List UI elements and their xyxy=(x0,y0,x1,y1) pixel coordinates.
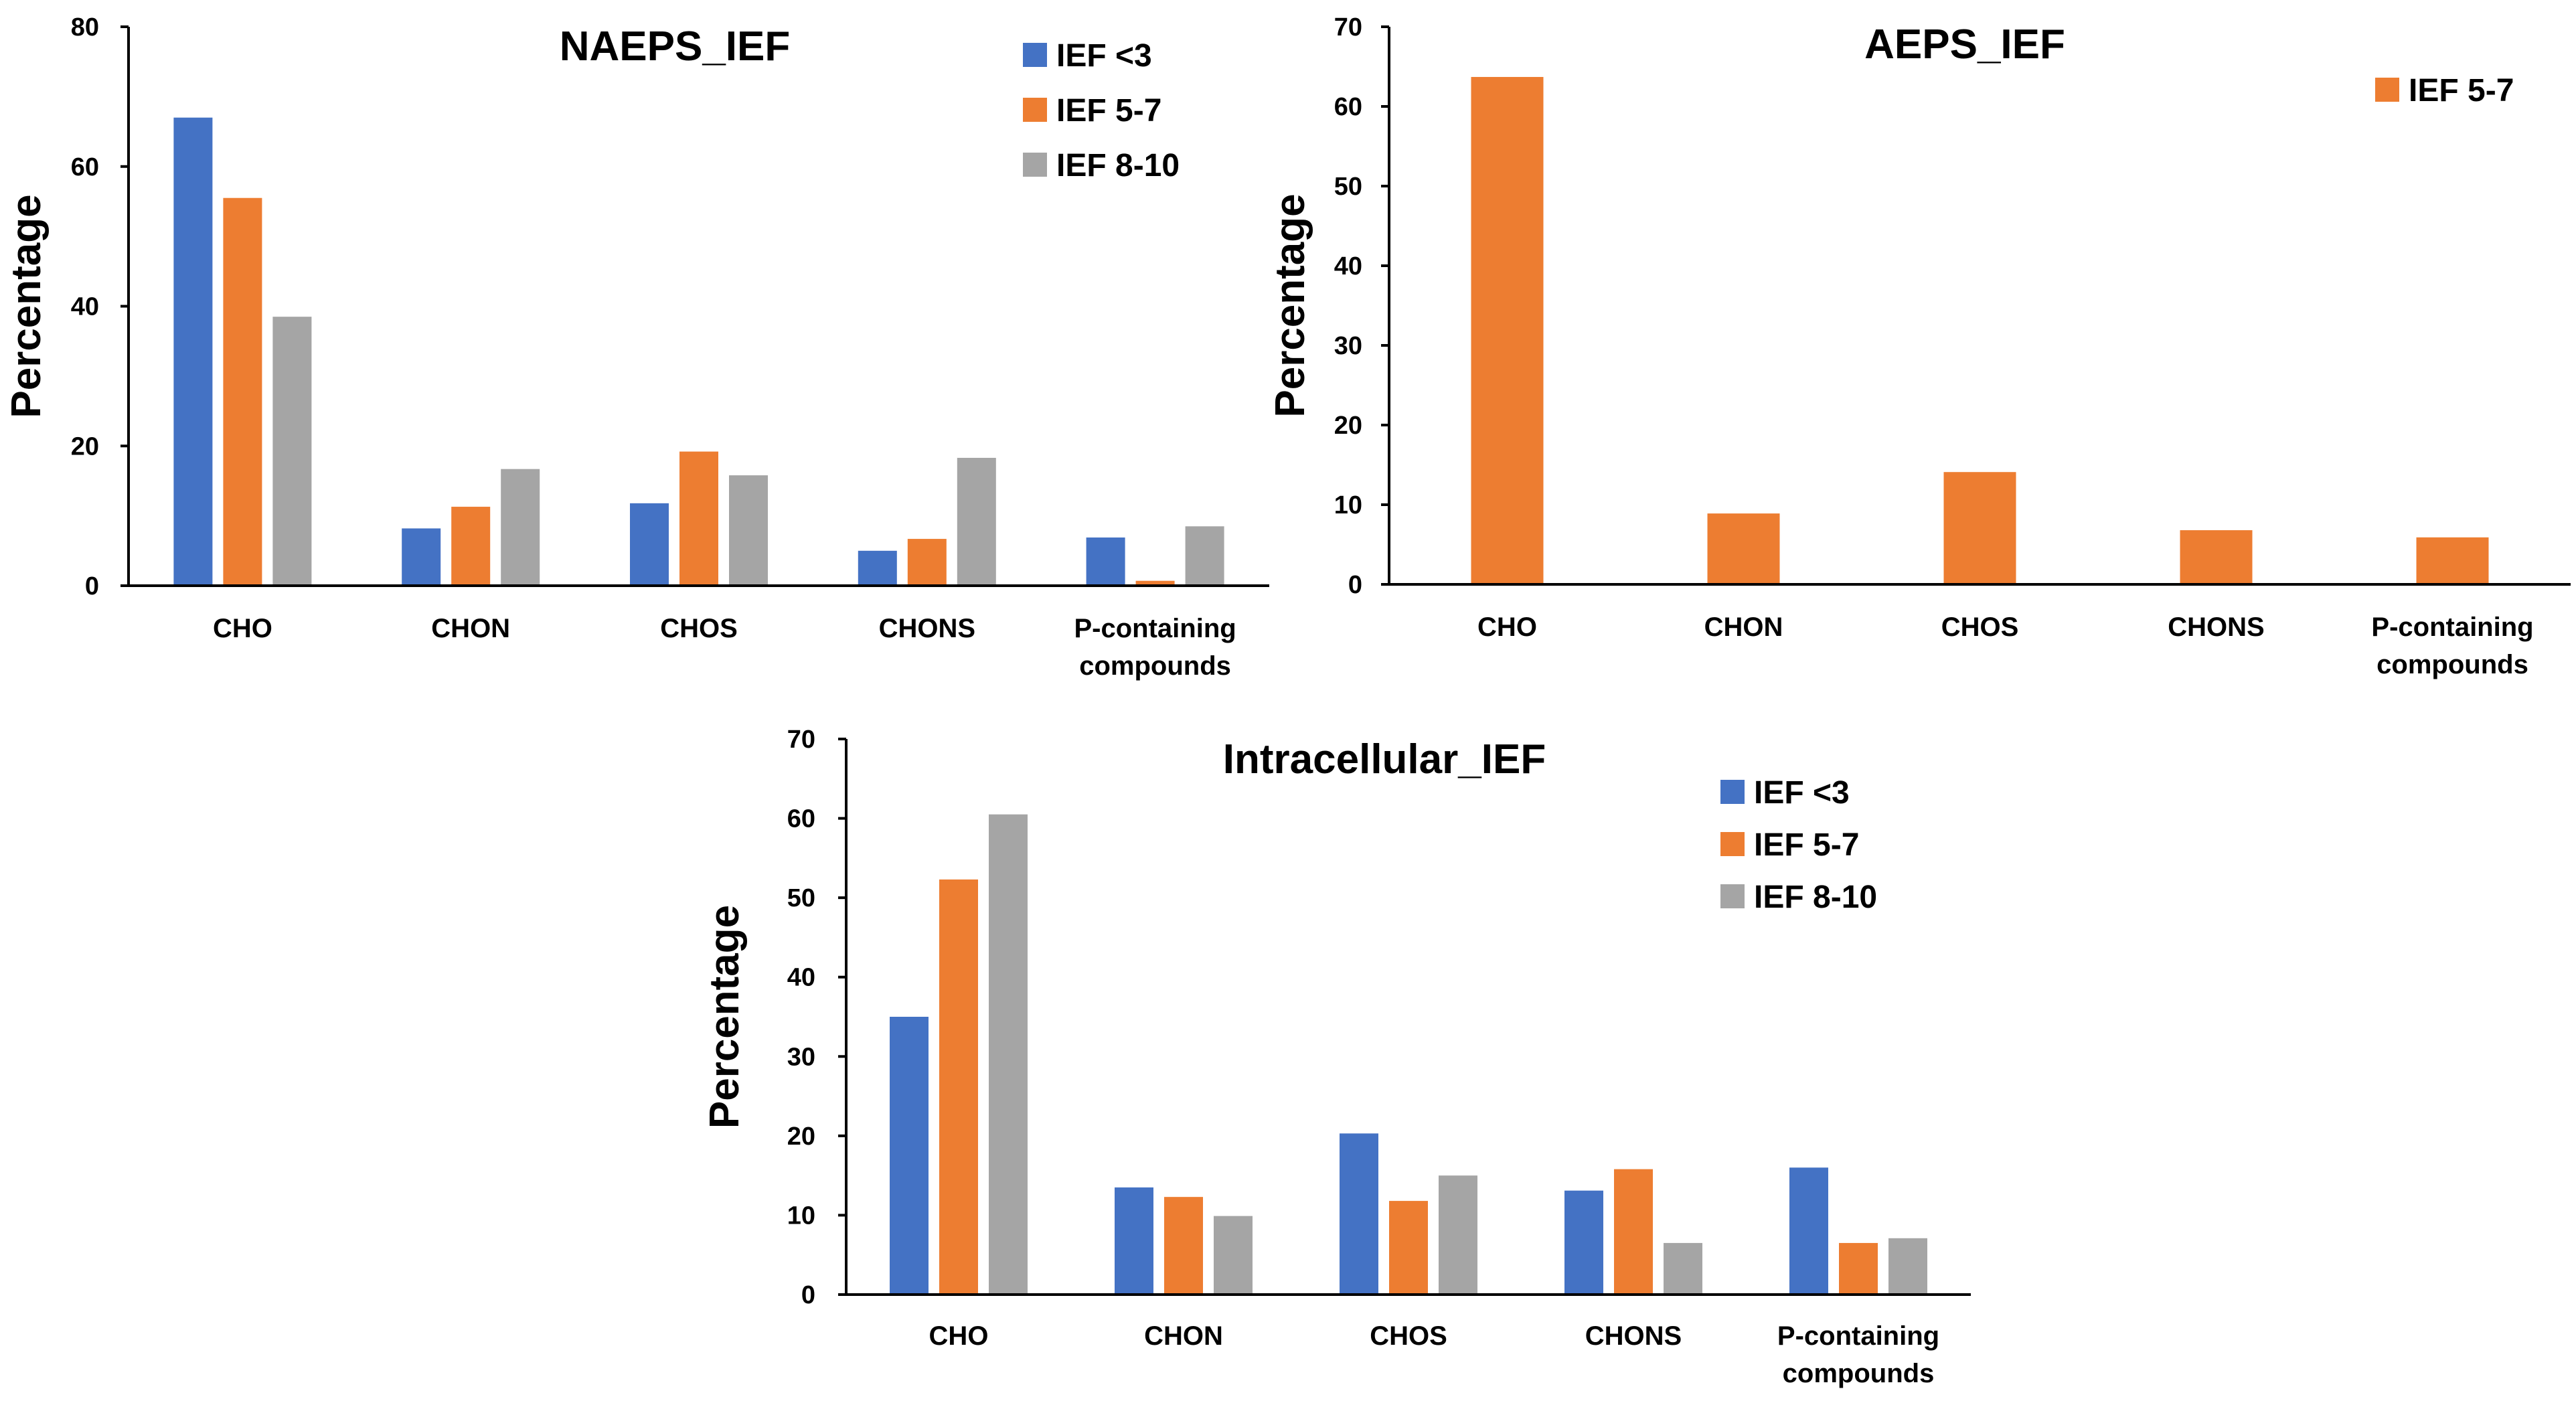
y-tick-label: 0 xyxy=(1348,571,1362,599)
legend-label: IEF 5-7 xyxy=(1754,827,1859,863)
bar-chons-3 xyxy=(957,457,996,586)
y-tick-label: 50 xyxy=(787,884,815,912)
y-tick-label: 10 xyxy=(1334,491,1362,519)
x-category-label: CHON xyxy=(1144,1321,1223,1351)
bar-chons-1 xyxy=(2180,530,2253,584)
y-tick-label: 30 xyxy=(787,1043,815,1071)
x-category-label: CHOS xyxy=(660,614,738,643)
bar-cho-3 xyxy=(272,317,312,586)
legend-swatch xyxy=(1023,98,1047,122)
legend-label: IEF 8-10 xyxy=(1754,880,1877,915)
y-tick-label: 0 xyxy=(801,1281,815,1309)
bar-chos-1 xyxy=(630,503,669,586)
bar-chos-1 xyxy=(1943,472,2016,584)
bar-chons-3 xyxy=(1664,1242,1702,1295)
chart-3: Intracellular_IEF Percentage 0 10 20 30 40 50 60… xyxy=(702,726,1971,1388)
legend-swatch xyxy=(1720,780,1745,804)
y-tick-label: 60 xyxy=(787,805,815,833)
bar-p-containing-compounds-3 xyxy=(1888,1238,1927,1295)
legend-label: IEF 8-10 xyxy=(1056,148,1180,183)
x-category-label: CHON xyxy=(431,614,510,643)
bar-chon-2 xyxy=(451,507,491,586)
y-tick-label: 10 xyxy=(787,1202,815,1230)
y-tick-label: 30 xyxy=(1334,332,1362,360)
bar-chons-1 xyxy=(1564,1190,1603,1295)
bar-chons-1 xyxy=(858,550,897,586)
bar-chon-3 xyxy=(501,469,540,586)
bar-p-containing-compounds-1 xyxy=(2416,537,2489,584)
y-axis-label: Percentage xyxy=(702,905,748,1129)
bar-cho-1 xyxy=(890,1017,929,1295)
x-category-label: CHO xyxy=(929,1321,989,1351)
bar-chos-3 xyxy=(729,475,768,586)
y-tick-label: 20 xyxy=(1334,412,1362,440)
bar-chons-2 xyxy=(907,539,947,586)
bar-p-containing-compounds-1 xyxy=(1789,1167,1828,1295)
legend-swatch xyxy=(2375,78,2399,102)
bar-p-containing-compounds-2 xyxy=(1135,580,1175,586)
bar-chos-2 xyxy=(1389,1201,1428,1295)
x-category-label: CHO xyxy=(213,614,272,643)
bar-cho-1 xyxy=(173,117,213,586)
y-tick-label: 40 xyxy=(787,964,815,992)
bar-chos-1 xyxy=(1340,1133,1378,1295)
bar-p-containing-compounds-1 xyxy=(1086,537,1125,586)
y-tick-label: 0 xyxy=(85,572,99,600)
bar-chons-2 xyxy=(1614,1169,1653,1295)
y-tick-label: 40 xyxy=(1334,252,1362,280)
x-category-label: CHON xyxy=(1704,612,1783,642)
chart-title: Intracellular_IEF xyxy=(1223,736,1546,782)
legend-label: IEF <3 xyxy=(1754,775,1850,811)
x-category-label: CHONS xyxy=(1585,1321,1682,1351)
bar-cho-1 xyxy=(1471,76,1544,585)
x-category-label: compounds xyxy=(1783,1359,1935,1388)
bar-cho-2 xyxy=(223,197,262,586)
bar-p-containing-compounds-2 xyxy=(1839,1242,1878,1295)
y-tick-label: 20 xyxy=(787,1123,815,1151)
y-tick-label: 50 xyxy=(1334,173,1362,201)
chart-2: AEPS_IEF Percentage 0 10 20 30 40 50 60 70 CHO CHON… xyxy=(1267,13,2571,679)
x-category-label: compounds xyxy=(2377,650,2528,679)
y-tick-label: 80 xyxy=(71,13,99,42)
legend-swatch xyxy=(1023,43,1047,67)
x-category-label: CHONS xyxy=(2168,612,2264,642)
legend-swatch xyxy=(1720,832,1745,856)
bar-chon-2 xyxy=(1164,1197,1203,1295)
y-axis-label: Percentage xyxy=(1267,193,1313,417)
bar-chon-1 xyxy=(402,528,441,586)
x-category-label: P-containing xyxy=(2371,612,2533,642)
y-tick-label: 70 xyxy=(787,726,815,754)
bar-chon-1 xyxy=(1115,1187,1153,1295)
legend-swatch xyxy=(1720,884,1745,908)
x-category-label: CHO xyxy=(1477,612,1537,642)
chart-title: AEPS_IEF xyxy=(1864,21,2065,68)
x-category-label: CHOS xyxy=(1370,1321,1447,1351)
legend-label: IEF 5-7 xyxy=(1056,93,1161,129)
y-tick-label: 40 xyxy=(71,293,99,321)
bar-p-containing-compounds-3 xyxy=(1185,526,1224,586)
chart-1: NAEPS_IEF Percentage 0 20 40 60 80 CHO CHON CHOS C… xyxy=(3,13,1269,681)
bar-chos-2 xyxy=(679,451,718,586)
legend-swatch xyxy=(1023,153,1047,177)
bar-cho-2 xyxy=(939,879,978,1295)
y-tick-label: 70 xyxy=(1334,13,1362,42)
y-tick-label: 60 xyxy=(71,153,99,181)
legend-label: IEF <3 xyxy=(1056,38,1152,74)
y-tick-label: 60 xyxy=(1334,93,1362,121)
x-category-label: CHONS xyxy=(879,614,975,643)
legend-label: IEF 5-7 xyxy=(2409,73,2514,108)
bar-chos-3 xyxy=(1439,1175,1477,1295)
x-category-label: P-containing xyxy=(1074,614,1236,643)
bar-chon-1 xyxy=(1707,513,1780,584)
y-tick-label: 20 xyxy=(71,432,99,461)
x-category-label: CHOS xyxy=(1941,612,2019,642)
bar-cho-3 xyxy=(989,814,1028,1295)
x-category-label: P-containing xyxy=(1777,1321,1939,1351)
y-axis-label: Percentage xyxy=(3,194,50,418)
x-category-label: compounds xyxy=(1079,651,1231,681)
chart-title: NAEPS_IEF xyxy=(560,23,791,70)
bar-chon-3 xyxy=(1214,1216,1253,1295)
